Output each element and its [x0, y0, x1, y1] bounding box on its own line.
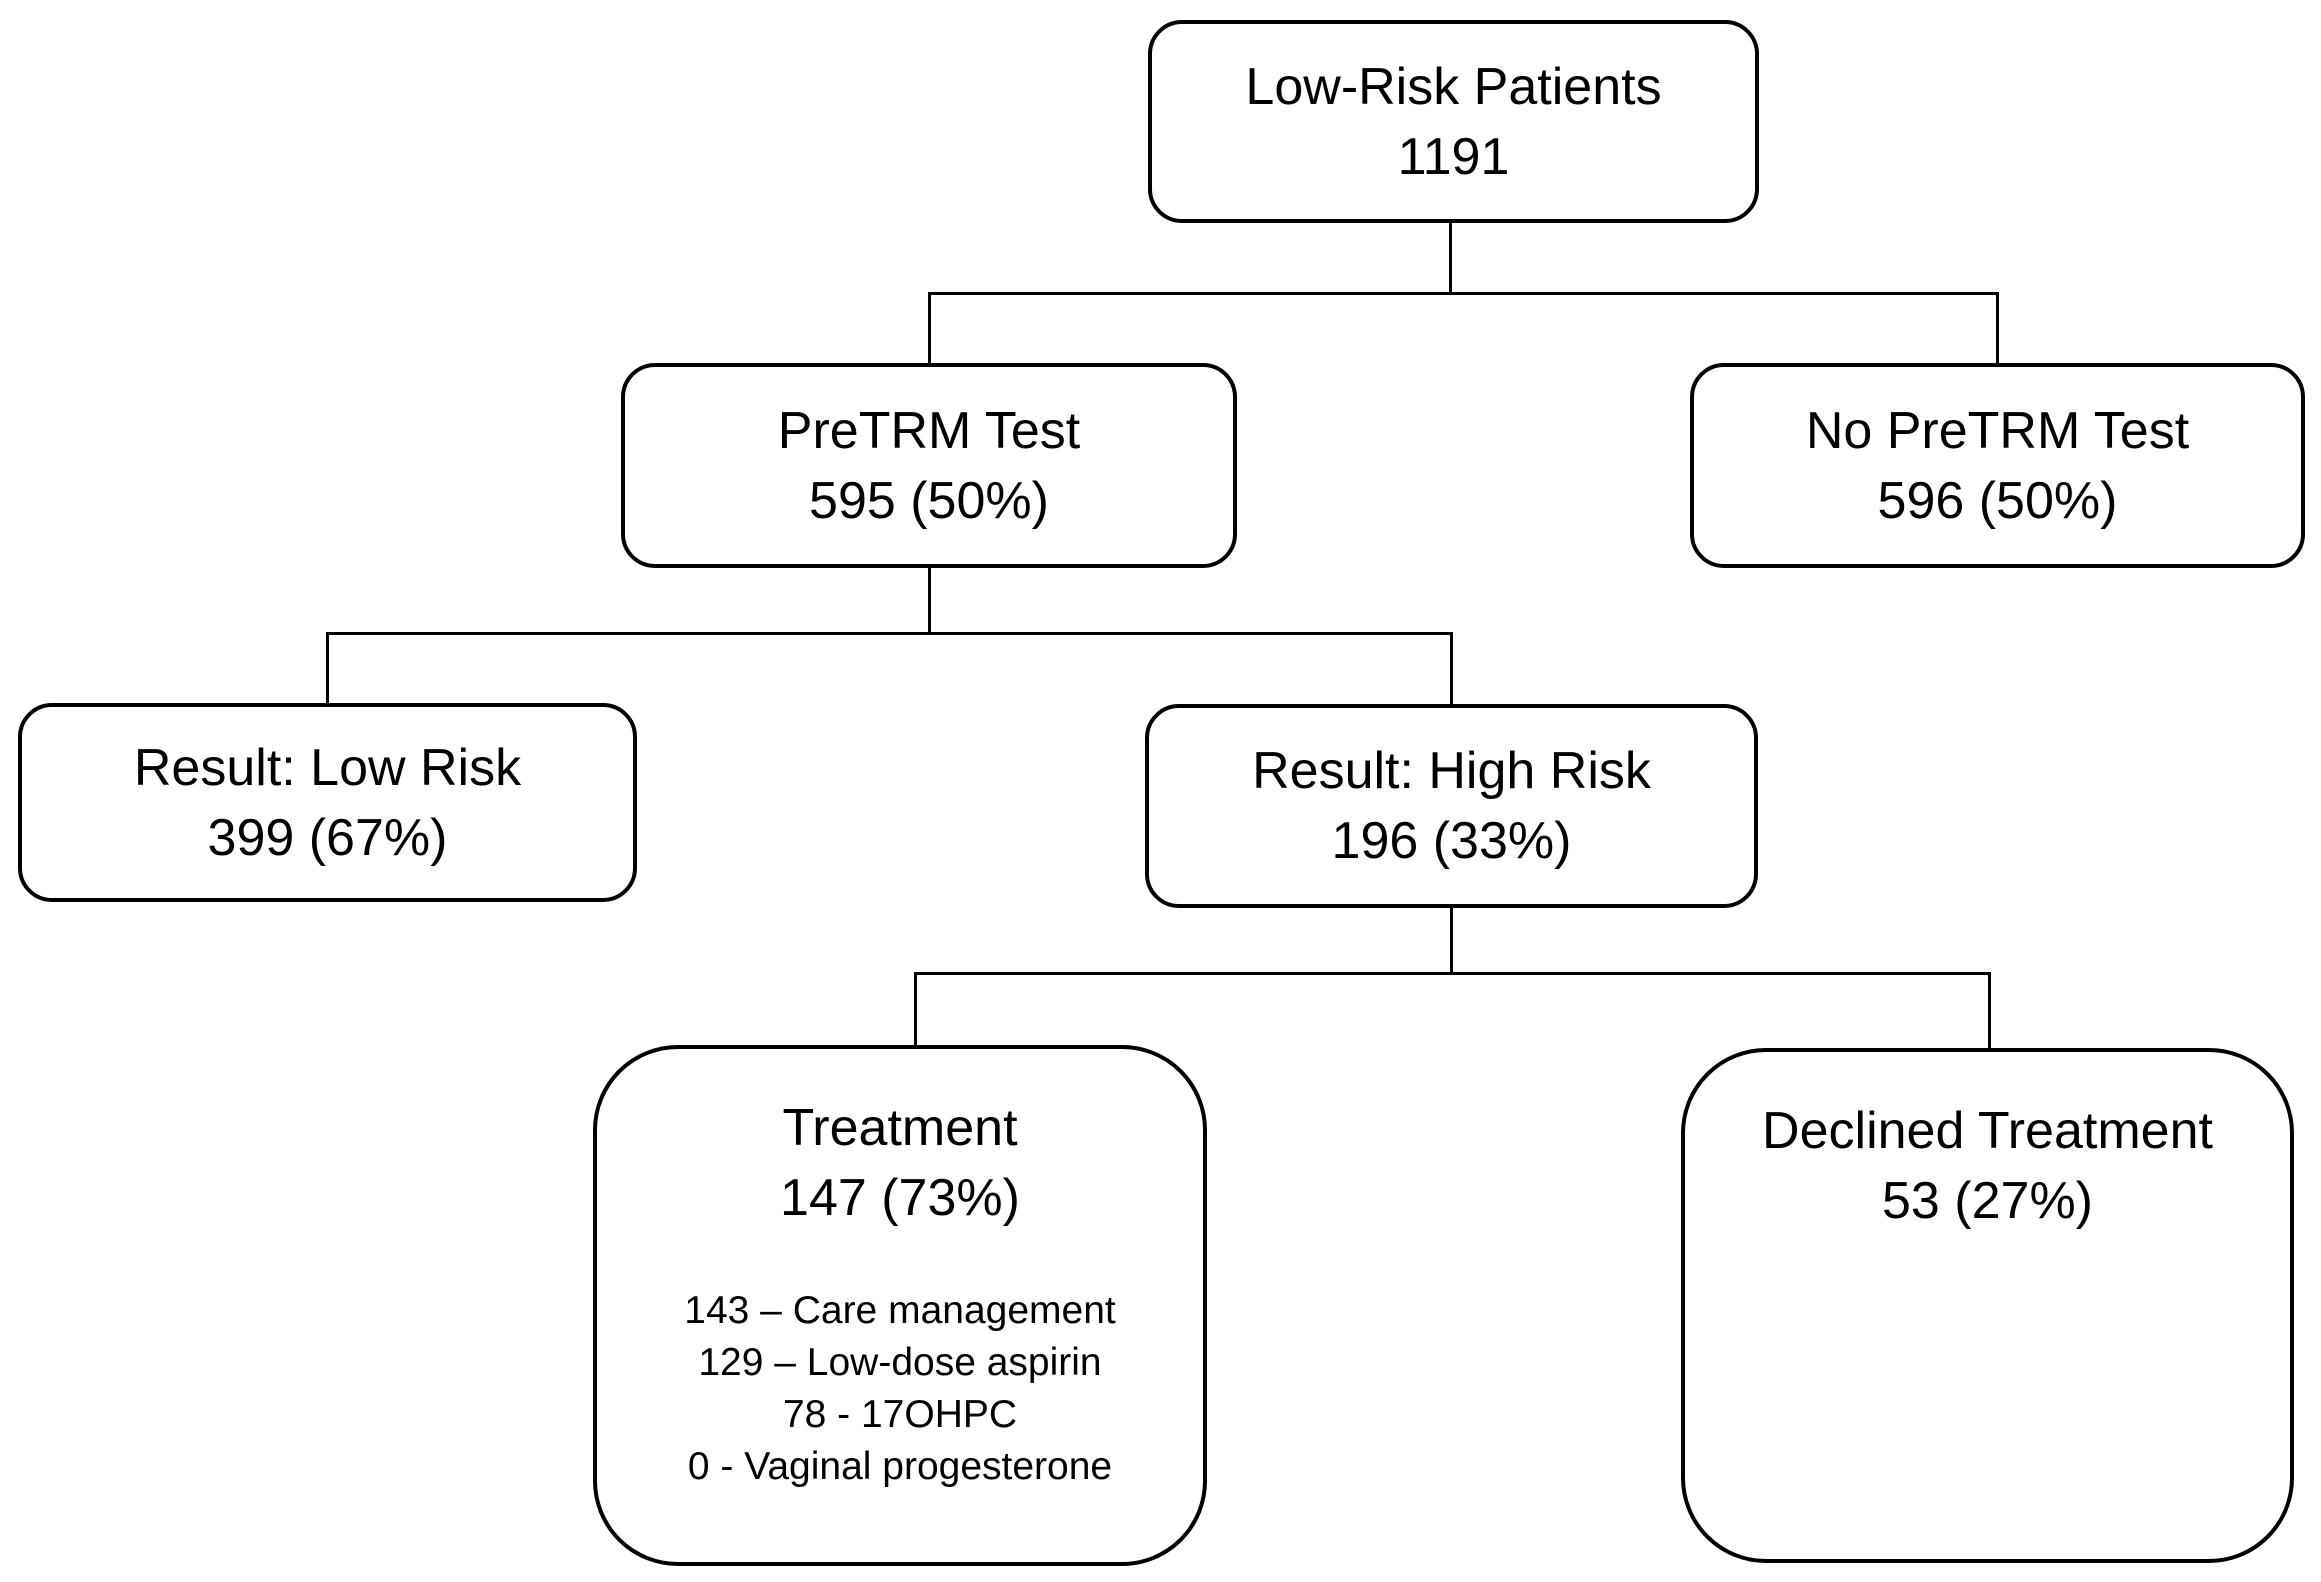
connector-highrisk-out	[1450, 906, 1453, 975]
connector-pretrm-out	[928, 566, 931, 635]
node-pretrm-test: PreTRM Test 595 (50%)	[621, 363, 1237, 568]
connector-row3-branch	[327, 632, 1453, 635]
node-result-high-risk: Result: High Risk 196 (33%)	[1145, 704, 1758, 908]
treatment-detail-17ohpc: 78 - 17OHPC	[782, 1393, 1018, 1436]
no-pretrm-test-label: No PreTRM Test	[1805, 401, 2190, 460]
node-low-risk-patients: Low-Risk Patients 1191	[1148, 20, 1759, 223]
pretrm-test-label: PreTRM Test	[777, 401, 1081, 460]
connector-root-drop	[1449, 221, 1452, 295]
connector-lowrisk-drop	[326, 632, 329, 705]
treatment-detail-vaginal-progesterone: 0 - Vaginal progesterone	[687, 1445, 1113, 1488]
connector-nopretrm-drop	[1996, 292, 1999, 365]
node-treatment: Treatment 147 (73%) 143 – Care managemen…	[593, 1045, 1207, 1566]
connector-row2-branch	[929, 292, 1999, 295]
result-low-risk-label: Result: Low Risk	[133, 738, 522, 797]
node-result-low-risk: Result: Low Risk 399 (67%)	[18, 703, 637, 902]
treatment-label: Treatment	[782, 1099, 1018, 1157]
node-declined-treatment: Declined Treatment 53 (27%)	[1681, 1048, 2294, 1563]
result-high-risk-label: Result: High Risk	[1252, 742, 1651, 800]
connector-declined-drop	[1988, 972, 1991, 1050]
treatment-detail-care-management: 143 – Care management	[684, 1289, 1116, 1332]
pretrm-test-count: 595 (50%)	[809, 471, 1049, 530]
low-risk-patients-label: Low-Risk Patients	[1245, 57, 1662, 116]
result-high-risk-count: 196 (33%)	[1331, 812, 1572, 870]
connector-pretrm-drop	[928, 292, 931, 365]
low-risk-patients-count: 1191	[1397, 127, 1510, 186]
declined-treatment-label: Declined Treatment	[1762, 1102, 2213, 1160]
declined-treatment-count: 53 (27%)	[1882, 1172, 2093, 1230]
treatment-detail-low-dose-aspirin: 129 – Low-dose aspirin	[698, 1341, 1102, 1384]
treatment-details: 143 – Care management 129 – Low-dose asp…	[684, 1285, 1115, 1493]
result-low-risk-count: 399 (67%)	[207, 808, 448, 867]
node-no-pretrm-test: No PreTRM Test 596 (50%)	[1690, 363, 2305, 568]
connector-highrisk-drop	[1450, 632, 1453, 706]
no-pretrm-test-count: 596 (50%)	[1877, 471, 2118, 530]
treatment-count: 147 (73%)	[780, 1169, 1020, 1227]
connector-row4-branch	[915, 972, 1991, 975]
connector-treatment-drop	[914, 972, 917, 1047]
